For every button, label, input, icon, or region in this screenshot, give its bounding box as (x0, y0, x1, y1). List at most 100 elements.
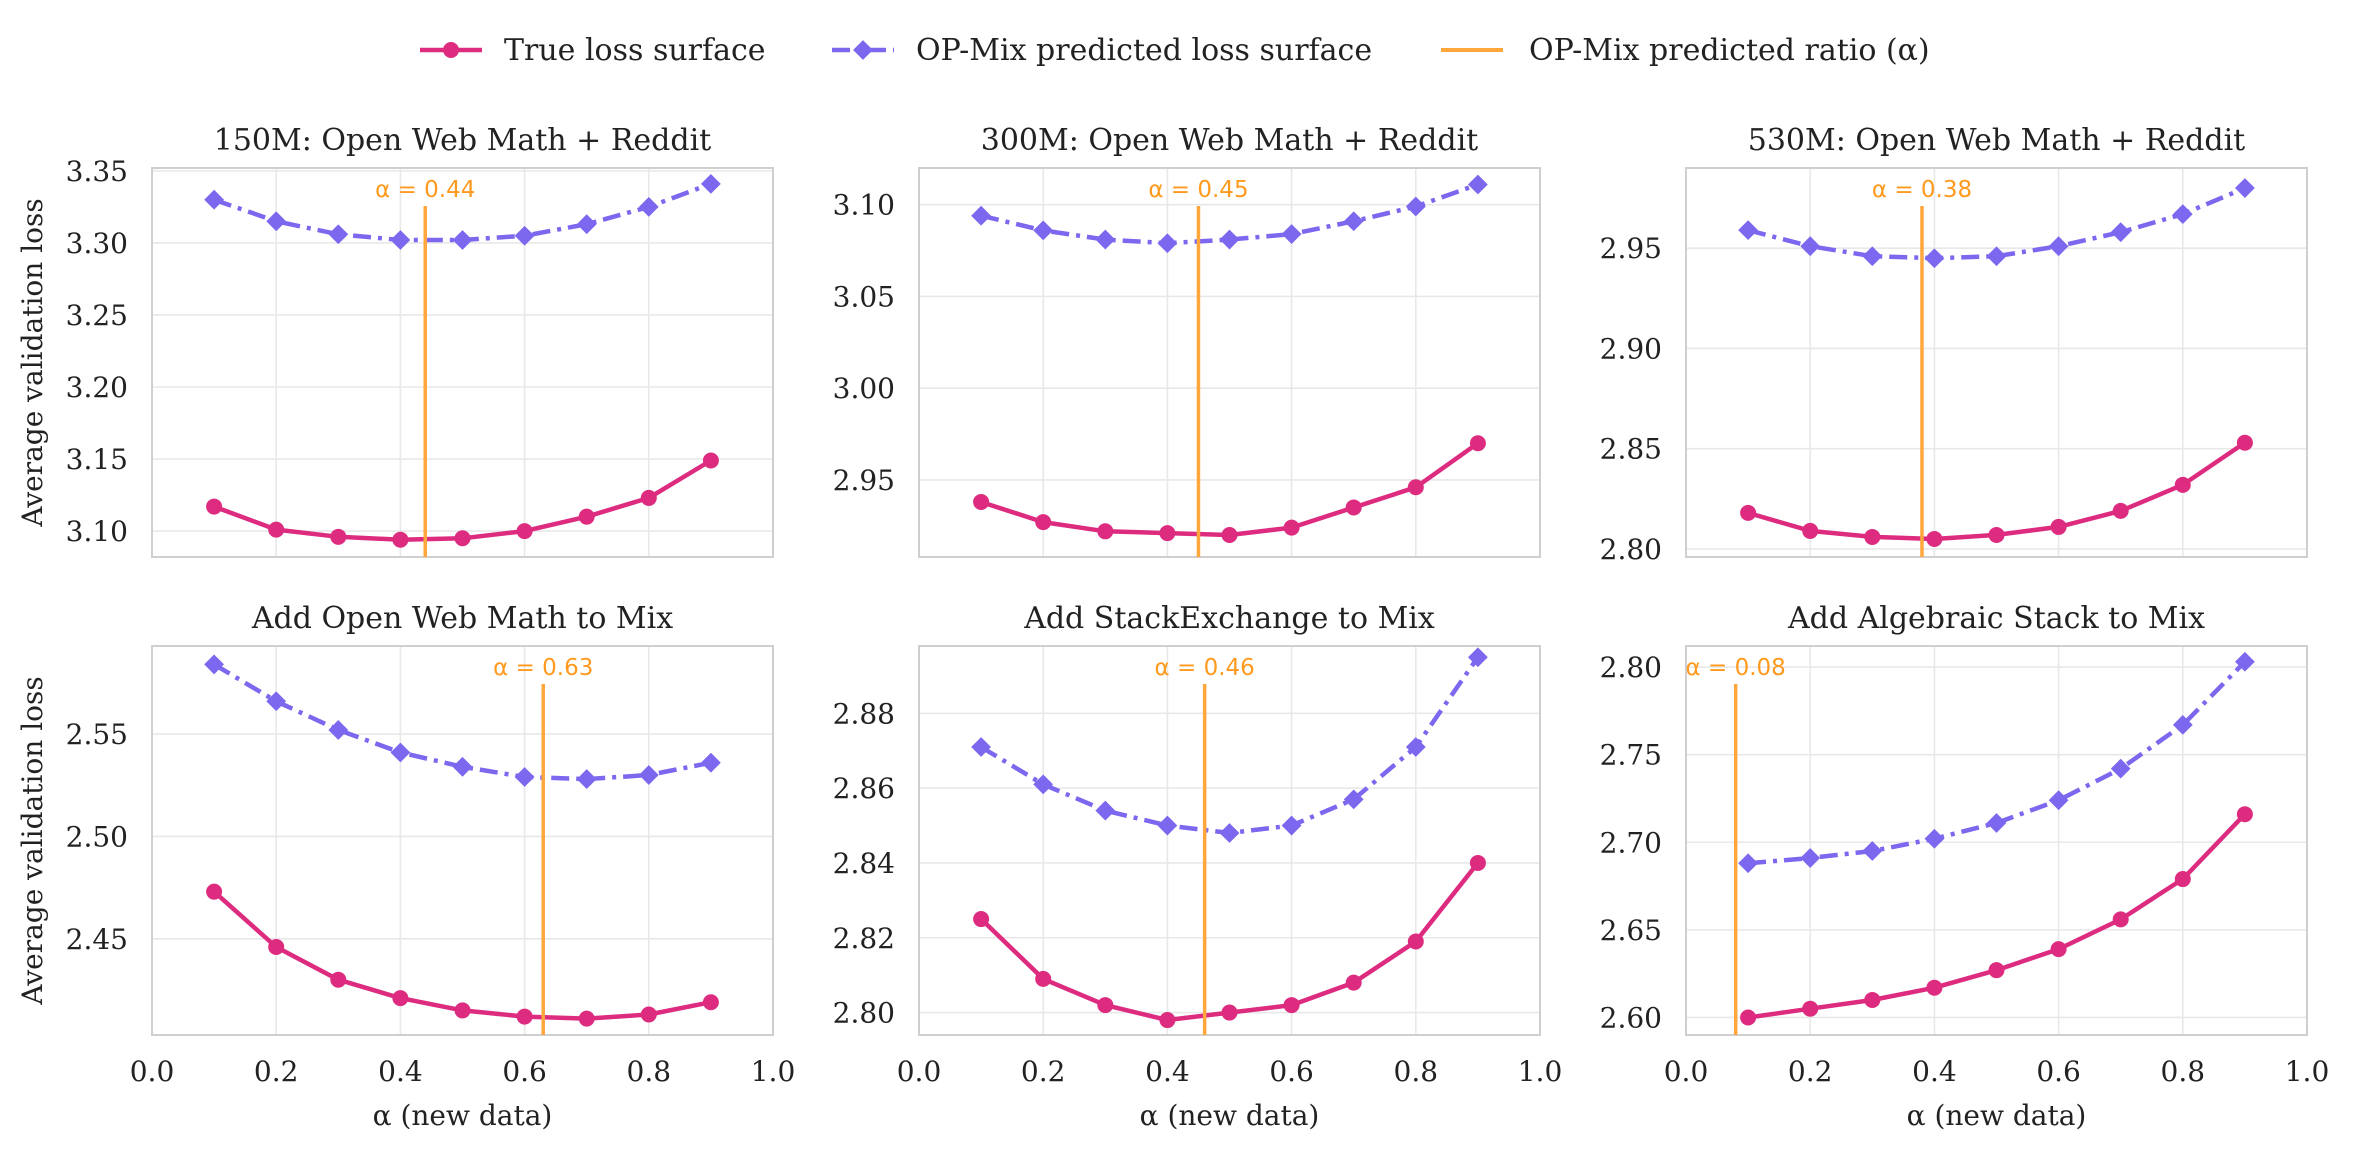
predicted-loss-point (576, 214, 597, 235)
legend-true-marker (443, 42, 459, 58)
true-loss-point (640, 489, 657, 506)
predicted-loss-point (1033, 774, 1054, 795)
predicted-loss-point (1095, 800, 1116, 821)
panel-2: 300M: Open Web Math + Reddit 2.95 3.00 3.05… (833, 123, 1541, 558)
predicted-loss-point (1924, 248, 1945, 269)
predicted-loss-line (980, 182, 1479, 246)
true-loss-point (516, 523, 533, 540)
predicted-loss-point (1219, 229, 1240, 250)
x-tick-label: 1.0 (1518, 1055, 1563, 1088)
x-axis-label: α (new data) (1907, 1099, 2087, 1132)
true-loss-point (1345, 974, 1362, 991)
y-tick-label: 2.45 (66, 923, 128, 956)
predicted-loss-point (2110, 222, 2131, 243)
plot-frame (151, 645, 774, 1036)
x-tick-label: 0.2 (254, 1055, 299, 1088)
predicted-loss-point (1862, 841, 1883, 861)
predicted-loss-point (1343, 211, 1364, 232)
predicted-loss-point (1405, 196, 1426, 217)
y-tick-label: 2.80 (1600, 533, 1662, 566)
y-tick-label: 3.35 (66, 155, 128, 188)
predicted-loss-point (390, 230, 411, 250)
predicted-ratio-label: α = 0.08 (1686, 655, 1786, 681)
legend-true-label: True loss surface (504, 33, 766, 68)
predicted-loss-point (701, 173, 721, 194)
panel-5: Add StackExchange to Mix 2.80 2.82 2.84 2.86… (833, 601, 1563, 1132)
predicted-loss-point (1095, 229, 1116, 250)
predicted-loss-line (212, 662, 712, 782)
predicted-loss-point (1738, 853, 1758, 874)
predicted-loss-point (328, 224, 349, 245)
true-loss-line (1747, 812, 2247, 1020)
panel-4: Add Open Web Math to Mix 2.45 2.50 2.55 0.0 0… (16, 601, 795, 1132)
true-loss-point (1221, 526, 1238, 543)
true-loss-point (206, 883, 223, 900)
true-loss-point (640, 1006, 657, 1023)
true-loss-point (702, 452, 719, 469)
true-loss-point (2236, 806, 2253, 823)
true-loss-point (1345, 499, 1362, 516)
legend-pred-marker (853, 40, 873, 60)
y-tick-label: 2.95 (1600, 232, 1662, 265)
x-tick-label: 0.2 (1021, 1055, 1066, 1088)
true-loss-point (1283, 997, 1300, 1014)
predicted-ratio-label: α = 0.45 (1148, 177, 1248, 203)
true-loss-point (268, 938, 285, 955)
true-loss-point (1097, 997, 1114, 1014)
y-tick-label: 2.65 (1600, 914, 1662, 947)
x-tick-label: 1.0 (2285, 1055, 2330, 1088)
predicted-loss-point (1343, 789, 1364, 810)
true-loss-point (454, 1002, 471, 1019)
panel-title: 530M: Open Web Math + Reddit (1748, 123, 2246, 158)
true-loss-point (578, 1010, 595, 1027)
predicted-loss-point (1468, 647, 1488, 668)
predicted-loss-point (1986, 813, 2007, 833)
panels: 150M: Open Web Math + Reddit 3.10 3.15 3.20… (16, 123, 2329, 1132)
true-loss-point (1740, 1009, 1757, 1026)
predicted-loss-point (971, 205, 991, 226)
y-tick-label: 2.60 (1600, 1001, 1662, 1034)
plot-frame (1685, 645, 2308, 1036)
y-tick-label: 3.30 (66, 227, 128, 260)
predicted-loss-line (1747, 660, 2247, 866)
predicted-loss-point (2235, 651, 2255, 672)
true-loss-point (973, 911, 990, 928)
predicted-loss-point (1924, 828, 1945, 849)
predicted-loss-point (266, 211, 287, 232)
y-tick-label: 2.85 (1600, 433, 1662, 466)
x-tick-label: 0.4 (378, 1055, 423, 1088)
true-loss-line (212, 890, 712, 1021)
predicted-loss-point (1468, 174, 1488, 195)
predicted-loss-point (1800, 236, 1821, 257)
plot-frame (918, 645, 1541, 1036)
true-loss-point (1864, 528, 1881, 545)
predicted-loss-point (1219, 823, 1240, 843)
x-tick-label: 0.6 (1269, 1055, 1314, 1088)
true-loss-point (1469, 854, 1486, 871)
true-loss-point (1283, 519, 1300, 536)
true-loss-point (1035, 970, 1052, 987)
predicted-loss-point (2172, 204, 2193, 225)
predicted-loss-point (204, 654, 224, 675)
y-tick-label: 2.55 (66, 718, 128, 751)
y-tick-label: 2.84 (833, 847, 895, 880)
x-axis-label: α (new data) (373, 1099, 553, 1132)
x-tick-label: 0.6 (502, 1055, 547, 1088)
true-loss-point (2174, 871, 2191, 888)
predicted-loss-point (328, 720, 349, 740)
x-tick-label: 0.8 (2161, 1055, 2206, 1088)
true-loss-point (330, 528, 347, 545)
plot-frame (151, 167, 774, 558)
true-loss-point (2050, 518, 2067, 535)
y-tick-label: 3.15 (66, 443, 128, 476)
y-tick-label: 2.70 (1600, 826, 1662, 859)
predicted-loss-point (1405, 737, 1426, 757)
x-axis-label: α (new data) (1140, 1099, 1320, 1132)
x-tick-label: 0.4 (1145, 1055, 1190, 1088)
true-loss-point (1802, 1000, 1819, 1017)
true-loss-point (1926, 530, 1943, 547)
true-loss-point (973, 493, 990, 510)
y-tick-label: 2.80 (833, 997, 895, 1030)
true-loss-point (1740, 504, 1757, 521)
true-loss-line (213, 458, 713, 542)
